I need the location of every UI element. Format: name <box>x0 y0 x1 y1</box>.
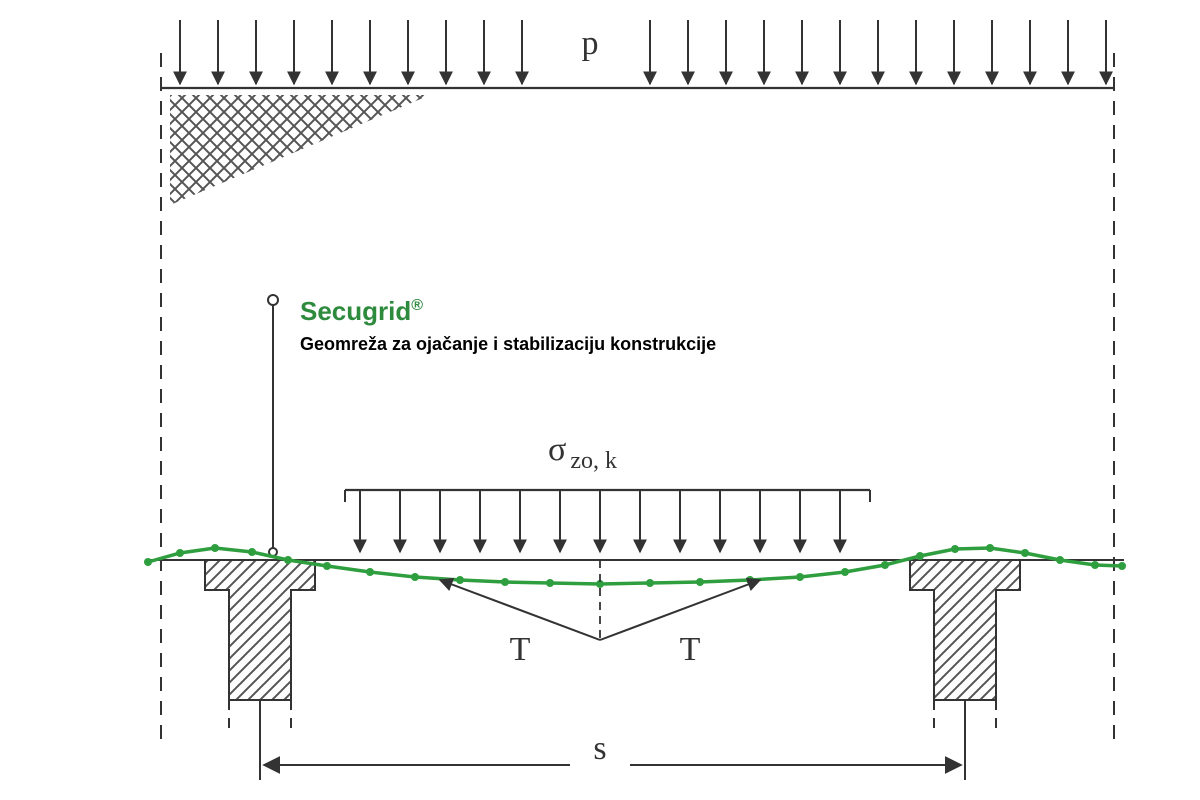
tension-label-left: T <box>510 631 531 668</box>
pointer-dot-icon <box>268 295 278 305</box>
product-name: Secugrid® <box>300 296 423 326</box>
surface-load-label: p <box>582 25 599 62</box>
sigma-load: σzo, k <box>345 431 870 552</box>
tension-label-right: T <box>680 631 701 668</box>
sigma-label: σzo, k <box>548 431 617 474</box>
span-dimension: s <box>260 700 965 780</box>
span-label: s <box>593 730 606 767</box>
product-callout: Secugrid® Geomreža za ojačanje i stabili… <box>268 295 716 556</box>
soil-hatch-corner <box>170 95 430 205</box>
engineering-diagram: p Secugrid® Geomreža za ojačanje i stabi… <box>0 0 1200 800</box>
sigma-load-arrows <box>345 490 870 552</box>
surface-load-arrows <box>180 20 1106 84</box>
product-subtitle: Geomreža za ojačanje i stabilizaciju kon… <box>300 334 716 354</box>
pile-supports <box>205 560 1020 735</box>
